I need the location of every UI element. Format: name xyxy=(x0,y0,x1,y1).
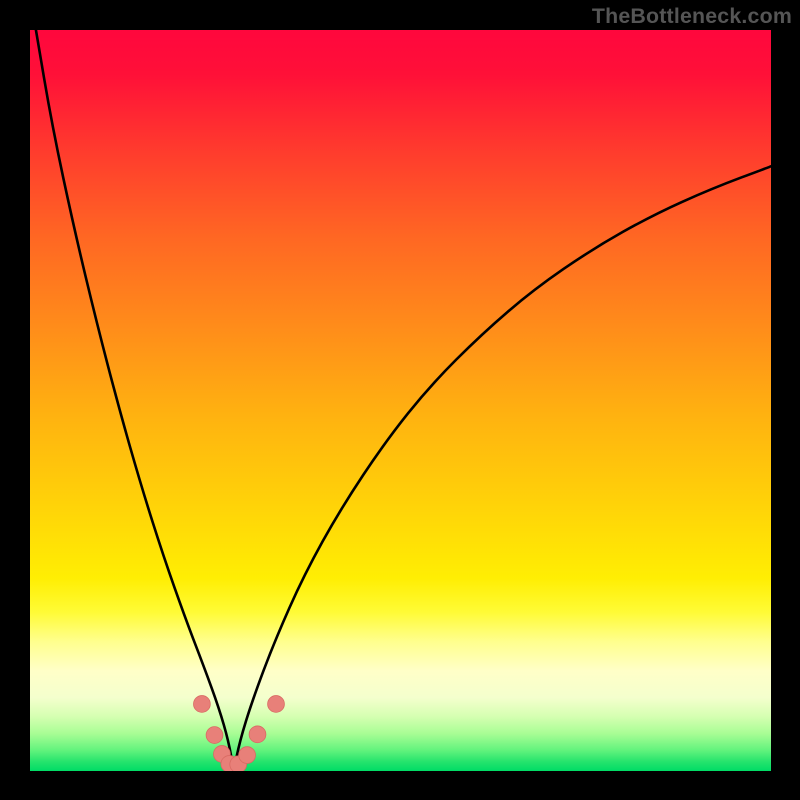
chart-frame: TheBottleneck.com xyxy=(0,0,800,800)
curve-marker xyxy=(249,726,266,743)
curve-marker xyxy=(206,727,223,744)
chart-svg xyxy=(30,30,771,771)
curve-marker xyxy=(194,696,211,713)
plot-area xyxy=(30,30,771,771)
gradient-background xyxy=(30,30,771,771)
curve-marker xyxy=(239,747,256,764)
curve-marker xyxy=(268,696,285,713)
watermark-text: TheBottleneck.com xyxy=(592,4,792,29)
